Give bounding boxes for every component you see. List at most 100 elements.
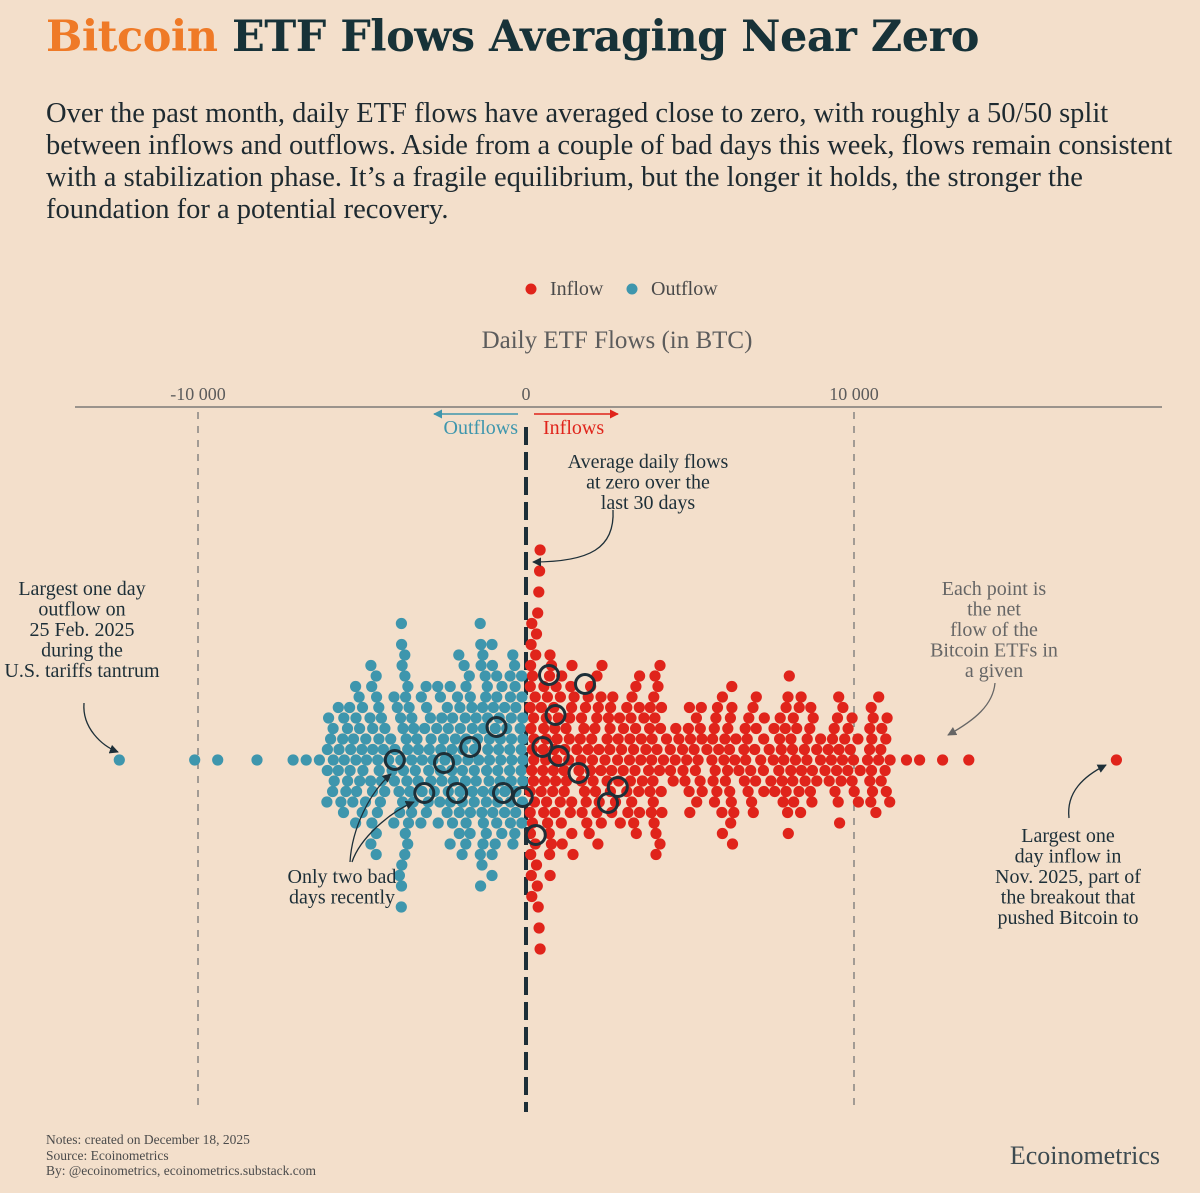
inflow-point — [526, 890, 538, 903]
inflow-point — [780, 785, 792, 798]
inflow-point — [660, 733, 673, 745]
inflow-point — [554, 796, 566, 808]
inflow-point — [769, 785, 781, 798]
outflow-point — [504, 817, 516, 829]
outflow-point — [507, 838, 519, 850]
inflow-point — [725, 796, 737, 808]
outflow-point — [371, 691, 383, 703]
outflow-point — [449, 733, 461, 745]
outflow-point — [341, 722, 354, 735]
inflow-point — [589, 785, 602, 798]
inflow-point — [900, 754, 913, 766]
inflow-point — [586, 754, 599, 766]
outflow-point — [466, 785, 478, 798]
outflow-point — [374, 796, 386, 808]
legend-outflow-label: Outflow — [651, 278, 718, 300]
inflow-point — [864, 775, 876, 787]
largest-outflow-annotation: Largest one day outflow on 25 Feb. 2025 dur… — [4, 578, 160, 682]
inflow-point — [724, 785, 736, 798]
inflow-point — [846, 712, 858, 724]
inflow-point — [804, 722, 816, 735]
inflow-point — [782, 691, 794, 703]
outflow-point — [402, 743, 414, 756]
inflow-point — [716, 827, 729, 840]
inflow-point — [833, 743, 845, 756]
outflow-point — [474, 848, 486, 861]
inflow-point — [884, 754, 896, 766]
outflow-point — [516, 817, 528, 829]
outflow-point — [493, 743, 505, 756]
outflow-point — [375, 712, 387, 724]
inflow-point — [768, 722, 780, 735]
outflow-point — [373, 733, 385, 745]
outflow-point — [476, 859, 488, 871]
inflow-point — [793, 785, 805, 798]
inflow-point — [730, 733, 742, 745]
outflow-point — [313, 754, 325, 766]
inflow-point — [541, 796, 553, 808]
inflow-point — [607, 691, 619, 703]
inflow-point — [542, 817, 554, 829]
inflow-point — [848, 785, 860, 798]
outflow-point — [350, 712, 362, 724]
inflow-point — [823, 775, 835, 787]
outflow-point — [446, 743, 458, 756]
inflow-point — [524, 680, 536, 693]
inflow-point — [839, 733, 851, 745]
inflow-point — [776, 775, 788, 787]
outflow-point — [499, 806, 511, 819]
outflow-point — [470, 712, 482, 724]
title-highlight: Bitcoin — [46, 12, 218, 62]
outflow-point — [487, 701, 499, 714]
inflow-point — [750, 775, 762, 787]
inflow-point — [884, 796, 896, 808]
outflow-point — [460, 838, 472, 850]
inflow-point — [614, 817, 626, 829]
inflow-point — [785, 764, 797, 777]
average-annotation: Average daily flows at zero over the last … — [568, 451, 729, 514]
inflow-point — [534, 544, 546, 556]
inflow-point — [544, 649, 556, 661]
inflow-point — [593, 743, 605, 756]
outflow-point — [370, 670, 382, 682]
page-title: Bitcoin ETF Flows Averaging Near Zero — [46, 12, 979, 62]
inflow-point — [706, 754, 718, 766]
inflow-point — [782, 827, 794, 840]
inflow-point — [741, 733, 753, 745]
outflow-point — [388, 691, 400, 703]
outflow-point — [509, 827, 521, 840]
inflow-point — [564, 806, 576, 819]
inflow-point — [534, 943, 546, 955]
inflow-point — [595, 764, 607, 777]
inflow-point — [711, 785, 723, 798]
inflow-point — [576, 806, 588, 819]
inflow-point — [701, 743, 713, 756]
inflow-point — [670, 722, 682, 735]
inflow-point — [795, 806, 807, 819]
inflow-point — [581, 817, 593, 829]
inflow-point — [807, 712, 819, 724]
inflow-point — [587, 775, 599, 787]
inflow-point — [773, 764, 785, 777]
inflow-point — [535, 785, 547, 798]
inflow-point — [826, 733, 839, 745]
outflow-point — [477, 785, 489, 798]
inflow-point — [578, 722, 590, 735]
bad-days-arrow-1 — [349, 773, 392, 863]
outflow-point — [321, 796, 333, 808]
inflow-point — [825, 754, 838, 766]
inflow-point — [673, 733, 685, 745]
inflow-point — [654, 722, 667, 735]
outflow-point — [379, 722, 391, 735]
outflow-point — [447, 712, 459, 724]
outflow-point — [475, 638, 487, 651]
outflow-point — [516, 670, 528, 682]
inflow-point — [937, 754, 949, 766]
inflow-point — [628, 743, 640, 756]
inflow-point — [630, 680, 642, 693]
recent-day-ring — [511, 786, 534, 808]
inflow-point — [677, 743, 689, 756]
outflow-point — [375, 775, 388, 787]
inflow-point — [852, 733, 864, 745]
outflow-point — [517, 733, 529, 745]
